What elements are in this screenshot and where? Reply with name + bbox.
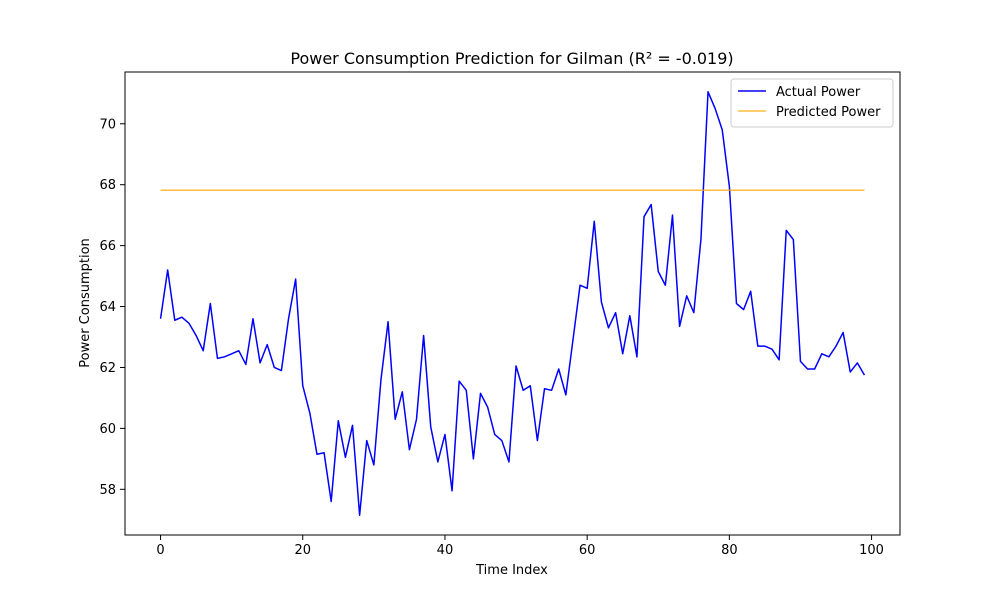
x-tick-label: 80	[721, 543, 738, 558]
legend: Actual Power Predicted Power	[730, 78, 894, 128]
y-tick-label: 64	[99, 300, 116, 315]
x-axis-label: Time Index	[475, 563, 548, 578]
y-tick-label: 70	[99, 117, 116, 132]
y-axis-ticks: 58 60 62 64 66 68 70	[99, 117, 125, 498]
y-tick-label: 66	[99, 239, 116, 254]
series-line-actual-power	[159, 91, 866, 516]
y-tick-label: 58	[99, 483, 116, 498]
x-tick-label: 100	[859, 543, 884, 558]
x-tick-label: 60	[579, 543, 596, 558]
chart-title: Power Consumption Prediction for Gilman …	[290, 49, 733, 68]
x-tick-label: 40	[437, 543, 454, 558]
y-axis-label: Power Consumption	[78, 238, 93, 368]
y-tick-label: 62	[99, 361, 116, 376]
x-axis-ticks: 0 20 40 60 80 100	[156, 535, 884, 558]
axes-frame	[124, 71, 901, 536]
x-tick-label: 0	[156, 543, 164, 558]
y-tick-label: 60	[99, 422, 116, 437]
plot-area	[159, 91, 866, 516]
x-tick-label: 20	[294, 543, 311, 558]
legend-label-predicted-power: Predicted Power	[776, 105, 881, 120]
y-tick-label: 68	[99, 178, 116, 193]
legend-box	[730, 78, 894, 128]
legend-label-actual-power: Actual Power	[776, 85, 861, 100]
